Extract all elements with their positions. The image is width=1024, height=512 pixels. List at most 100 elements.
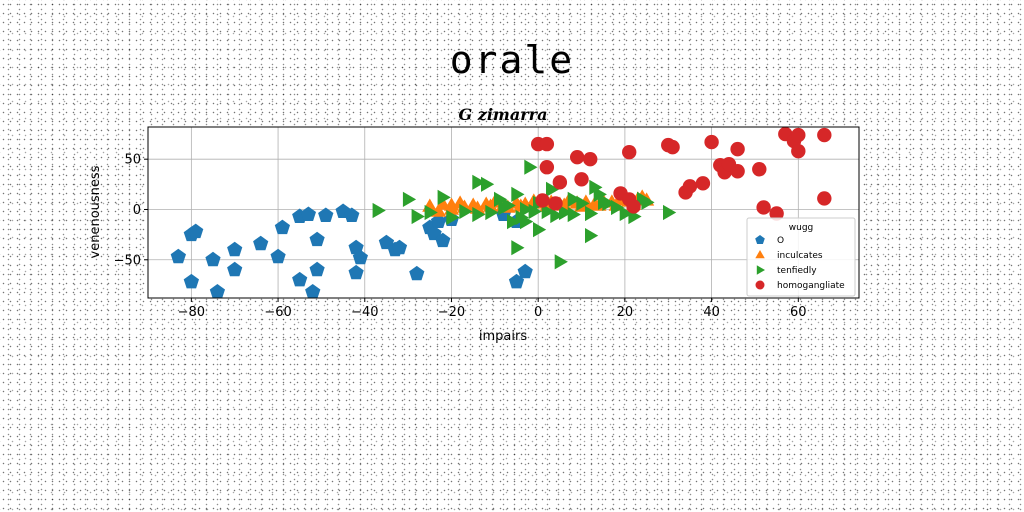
data-point: [170, 248, 186, 264]
data-point: [539, 136, 555, 152]
x-tick-label: −20: [438, 305, 465, 320]
data-point: [682, 179, 698, 194]
data-point: [791, 127, 806, 143]
data-point: [253, 235, 269, 251]
data-point: [424, 204, 438, 221]
plot-frame: [147, 126, 860, 299]
y-axis-label: venenousness: [88, 165, 103, 258]
data-point: [589, 179, 603, 195]
data-point: [817, 127, 832, 143]
series-homogangliate: [530, 126, 832, 221]
data-point: [550, 207, 564, 224]
y-tick-label: 0: [133, 203, 141, 218]
data-point: [559, 204, 573, 221]
x-tick-label: −60: [264, 305, 291, 320]
data-point: [435, 232, 451, 248]
data-point: [205, 251, 221, 267]
legend-label: homogangliate: [777, 281, 845, 291]
data-point: [567, 191, 581, 207]
data-point: [520, 214, 534, 230]
data-point: [511, 186, 525, 202]
data-point: [524, 159, 538, 175]
data-point: [494, 191, 508, 207]
data-point: [622, 144, 637, 160]
data-point: [472, 206, 486, 223]
data-point: [583, 151, 598, 167]
data-point: [619, 205, 633, 222]
data-point: [730, 164, 745, 179]
legend-box: [746, 217, 856, 297]
data-point: [227, 241, 243, 257]
legend-marker: [755, 250, 765, 259]
data-point: [663, 204, 677, 221]
data-point: [188, 223, 204, 239]
data-point: [546, 181, 560, 197]
data-points: [170, 126, 832, 299]
legend-label: inculcates: [777, 251, 823, 261]
data-point: [372, 202, 386, 219]
data-point: [567, 206, 581, 223]
data-point: [585, 205, 599, 222]
data-point: [602, 195, 616, 211]
legend-marker: [755, 280, 765, 290]
data-point: [626, 199, 641, 214]
data-point: [752, 162, 767, 177]
data-point: [641, 194, 655, 210]
data-point: [533, 222, 547, 238]
data-point: [344, 207, 360, 222]
data-point: [300, 206, 316, 221]
legend-title: wugg: [789, 223, 814, 233]
data-point: [411, 208, 425, 225]
data-point: [535, 193, 550, 208]
data-point: [502, 197, 516, 214]
data-point: [227, 261, 243, 277]
data-point: [274, 219, 290, 235]
x-tick-label: −40: [351, 305, 378, 320]
data-point: [695, 176, 711, 191]
data-point: [520, 201, 534, 218]
legend-marker: [756, 265, 765, 275]
data-point: [611, 199, 625, 216]
data-point: [554, 254, 568, 270]
data-point: [309, 261, 325, 277]
data-point: [791, 143, 806, 159]
data-point: [585, 228, 599, 244]
data-point: [391, 239, 408, 255]
x-tick-label: 60: [790, 305, 807, 320]
data-point: [292, 271, 308, 287]
data-point: [548, 196, 563, 211]
y-tick-label: 50: [124, 153, 141, 168]
data-point: [576, 195, 590, 211]
data-point: [730, 141, 745, 157]
data-point: [305, 284, 321, 299]
data-point: [430, 213, 447, 228]
chart-title: G zimarra: [459, 105, 548, 124]
y-axis-ticks: −50 0 50: [114, 153, 148, 268]
data-point: [704, 134, 719, 150]
data-point: [485, 204, 499, 221]
data-point: [570, 149, 585, 165]
data-point: [528, 203, 542, 220]
data-point: [270, 248, 286, 264]
data-point: [511, 240, 525, 256]
data-point: [541, 203, 555, 220]
x-axis-label: impairs: [479, 329, 527, 344]
data-point: [352, 249, 368, 265]
data-point: [348, 264, 364, 280]
data-point: [459, 203, 473, 220]
x-tick-label: 40: [703, 305, 720, 320]
data-point: [437, 189, 451, 205]
data-point: [402, 191, 417, 207]
y-tick-label: −50: [114, 253, 141, 268]
data-point: [665, 139, 680, 155]
data-point: [517, 263, 533, 279]
legend-marker: [755, 235, 765, 244]
x-tick-label: 0: [534, 305, 542, 320]
data-point: [409, 265, 425, 281]
data-point: [817, 191, 832, 206]
data-point: [183, 273, 199, 289]
data-point: [318, 207, 334, 222]
x-tick-label: 20: [617, 305, 634, 320]
data-point: [472, 174, 486, 190]
